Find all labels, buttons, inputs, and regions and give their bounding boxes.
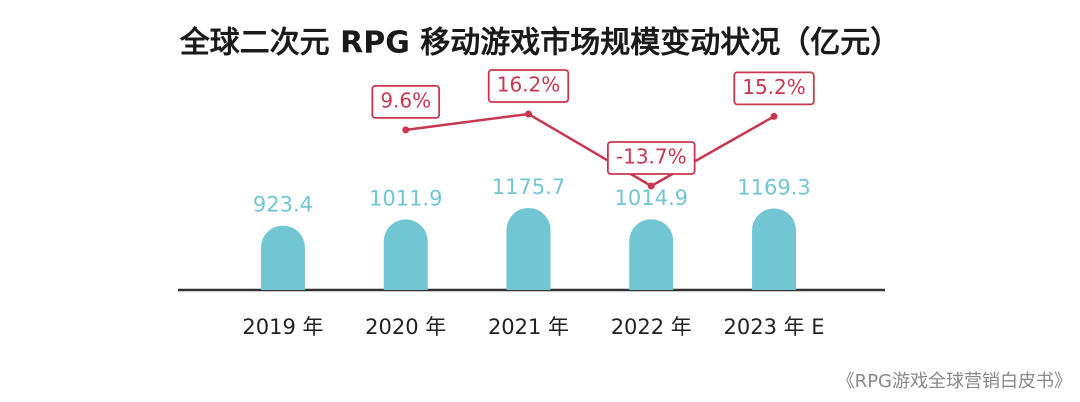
bar-value-label: 1169.3: [737, 175, 810, 199]
growth-point: [770, 112, 778, 120]
bar-value-label: 1011.9: [369, 186, 442, 210]
bar: [383, 219, 428, 290]
growth-label: 9.6%: [380, 88, 431, 112]
bar: [752, 208, 797, 290]
growth-line: [405, 112, 775, 188]
growth-label: 15.2%: [742, 75, 806, 99]
growth-point: [525, 110, 532, 118]
bar: [260, 225, 305, 290]
bar-value-label: 1014.9: [615, 186, 688, 210]
growth-label-box: [606, 141, 696, 175]
bar: [506, 208, 551, 290]
x-tick-label: 2020 年: [365, 315, 446, 339]
growth-point: [402, 126, 410, 134]
bar-value-label: 923.4: [253, 193, 313, 217]
x-tick-label: 2019 年: [242, 315, 323, 339]
growth-label: 16.2%: [497, 73, 561, 97]
growth-label-box: [487, 69, 570, 103]
x-tick-label: 2023 年 E: [723, 315, 824, 339]
growth-label-box: [733, 71, 815, 106]
growth-label: -13.7%: [616, 145, 687, 169]
growth-label-box: [371, 84, 441, 119]
x-tick-label: 2022 年: [611, 315, 692, 339]
bar: [629, 219, 674, 290]
growth-point: [647, 182, 655, 190]
bar-value-label: 1175.7: [492, 175, 565, 199]
chart-title: 全球二次元 RPG 移动游戏市场规模变动状况（亿元）: [179, 26, 901, 61]
x-tick-label: 2021 年: [488, 315, 569, 339]
source-note: 《RPG游戏全球营销白皮书》: [837, 371, 1072, 392]
